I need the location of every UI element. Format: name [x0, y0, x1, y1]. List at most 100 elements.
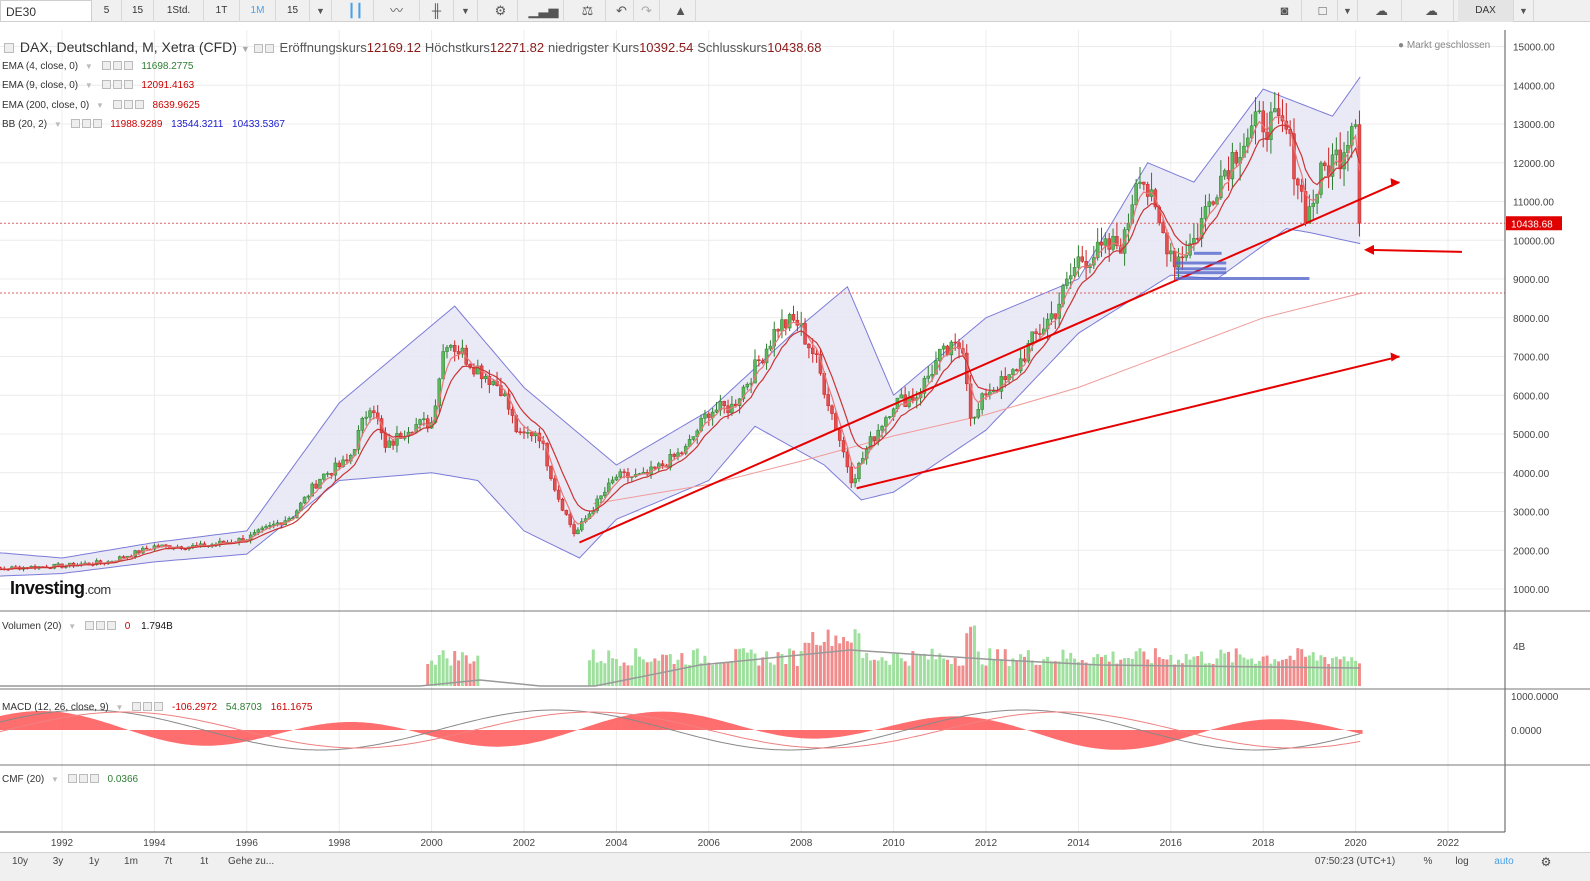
interval-5[interactable]: 5	[92, 0, 122, 22]
legend-ema9[interactable]: EMA (9, close, 0) ▼ 12091.4163	[2, 80, 194, 91]
undo-icon[interactable]: ↶	[610, 0, 634, 22]
chevron-down-icon[interactable]: ▼	[68, 622, 77, 631]
volume-bar	[699, 663, 703, 686]
eye-icon[interactable]	[112, 100, 122, 109]
chevron-down-icon[interactable]: ▼	[454, 0, 478, 22]
settings-icon[interactable]	[78, 774, 88, 783]
log-toggle[interactable]: log	[1455, 856, 1469, 867]
candle-body	[568, 514, 572, 525]
settings-icon[interactable]	[264, 44, 274, 53]
compare-icon[interactable]: ⚖	[570, 0, 606, 22]
gear-icon[interactable]: ⚙	[484, 0, 518, 22]
close-icon[interactable]	[123, 61, 133, 70]
cloud-download-icon[interactable]: ☁	[1362, 0, 1402, 22]
symbol-input[interactable]: DE30	[0, 0, 92, 22]
candle-body	[880, 426, 884, 431]
range-3y[interactable]: 3y	[52, 856, 64, 867]
chevron-down-icon[interactable]: ▼	[51, 775, 59, 784]
interval-1m[interactable]: 1M	[240, 0, 276, 22]
volume-bar	[1100, 656, 1103, 686]
price-chart[interactable]: 10438.68 4B 1000.0000 0.0000 1992 1994 1996…	[0, 22, 1590, 852]
line-chart-icon[interactable]: 〰	[374, 0, 420, 22]
chevron-down-icon[interactable]: ▼	[84, 62, 93, 71]
cloud-upload-icon[interactable]: ☁	[1410, 0, 1454, 22]
candle-body	[1065, 278, 1069, 286]
candle-body	[272, 523, 276, 526]
interval-15[interactable]: 15	[122, 0, 154, 22]
settings-icon[interactable]	[95, 621, 105, 630]
candle-body	[422, 418, 426, 421]
interval-1d[interactable]: 1T	[204, 0, 240, 22]
candle-body	[599, 495, 603, 500]
eye-icon[interactable]	[101, 61, 111, 70]
gear-icon[interactable]: ⚙	[1540, 855, 1552, 869]
layout-icon[interactable]: □	[1308, 0, 1338, 22]
redo-icon[interactable]: ↷	[634, 0, 660, 22]
trend-drawings: 10438.68	[0, 178, 1562, 544]
legend-ema4[interactable]: EMA (4, close, 0) ▼ 11698.2775	[2, 61, 194, 72]
close-icon[interactable]	[154, 702, 164, 711]
chevron-down-icon[interactable]: ▼	[115, 703, 124, 712]
volume-bar	[741, 648, 745, 686]
settings-icon[interactable]	[112, 80, 122, 89]
candle-body	[553, 478, 557, 491]
eye-icon[interactable]	[101, 80, 111, 89]
volume-bar	[1357, 663, 1361, 686]
settings-icon[interactable]	[123, 100, 133, 109]
candlestick-icon[interactable]: ┃┃	[338, 0, 374, 22]
legend-bb[interactable]: BB (20, 2) ▼ 11988.9289 13544.3211 10433…	[2, 119, 285, 130]
bar-chart-icon[interactable]: ╫	[420, 0, 454, 22]
trend-line-2	[856, 355, 1400, 490]
chevron-down-icon[interactable]: ▼	[84, 81, 93, 90]
alert-icon[interactable]: ▲	[666, 0, 696, 22]
eye-icon[interactable]	[253, 44, 263, 53]
chevron-down-icon[interactable]: ▼	[1514, 0, 1534, 22]
legend-macd[interactable]: MACD (12, 26, close, 9) ▼ -106.2972 54.8…	[2, 702, 312, 713]
eye-icon[interactable]	[70, 119, 80, 128]
volume-bar	[1346, 661, 1350, 686]
candle-body	[483, 376, 488, 380]
x-tick-label: 2010	[882, 838, 905, 849]
goto-date[interactable]: Gehe zu...	[228, 856, 275, 867]
legend-volume[interactable]: Volumen (20) ▼ 0 1.794B	[2, 621, 173, 632]
settings-icon[interactable]	[112, 61, 122, 70]
close-icon[interactable]	[92, 119, 102, 128]
close-icon[interactable]	[89, 774, 99, 783]
eye-icon[interactable]	[67, 774, 77, 783]
legend-cmf[interactable]: CMF (20) ▼ 0.0366	[2, 774, 138, 785]
chevron-down-icon[interactable]: ▼	[1338, 0, 1358, 22]
collapse-icon[interactable]	[4, 43, 14, 53]
settings-icon[interactable]	[143, 702, 153, 711]
volume-bar	[830, 645, 834, 686]
eye-icon[interactable]	[84, 621, 94, 630]
candle-body	[322, 473, 326, 480]
range-1t[interactable]: 1t	[199, 856, 209, 867]
range-7t[interactable]: 7t	[163, 856, 173, 867]
auto-toggle[interactable]: auto	[1494, 856, 1514, 867]
eye-icon[interactable]	[132, 702, 142, 711]
interval-1h[interactable]: 1Std.	[154, 0, 204, 22]
volume-bar	[1319, 655, 1323, 686]
range-10y[interactable]: 10y	[11, 856, 29, 867]
indicators-icon[interactable]: ▁▃▅	[524, 0, 564, 22]
settings-icon[interactable]	[81, 119, 91, 128]
close-icon[interactable]	[134, 100, 144, 109]
legend-ema200[interactable]: EMA (200, close, 0) ▼ 8639.9625	[2, 100, 200, 111]
candle-body	[1296, 178, 1300, 186]
candle-body	[314, 483, 318, 489]
chevron-down-icon[interactable]: ▼	[96, 101, 104, 110]
candle-body	[1203, 206, 1208, 219]
chevron-down-icon[interactable]: ▼	[53, 120, 62, 129]
candle-body	[626, 472, 630, 478]
close-icon[interactable]	[106, 621, 116, 630]
range-1m[interactable]: 1m	[124, 856, 138, 867]
percent-toggle[interactable]: %	[1423, 856, 1433, 867]
volume-bar	[965, 633, 969, 686]
range-1y[interactable]: 1y	[88, 856, 100, 867]
instrument-select[interactable]: DAX	[1458, 0, 1514, 22]
chevron-down-icon[interactable]: ▼	[310, 0, 332, 22]
camera-icon[interactable]: ◙	[1268, 0, 1302, 22]
interval-custom[interactable]: 15	[276, 0, 310, 22]
close-icon[interactable]	[123, 80, 133, 89]
chevron-down-icon[interactable]: ▼	[240, 44, 250, 54]
